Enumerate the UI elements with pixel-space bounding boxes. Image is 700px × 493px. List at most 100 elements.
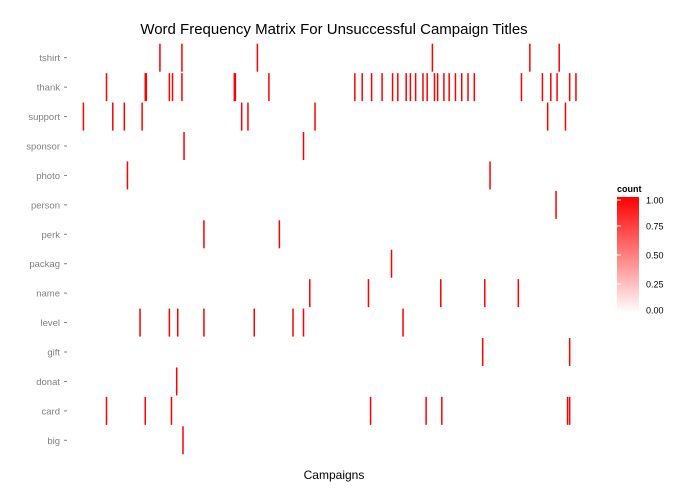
cell-support-157 [240,102,243,131]
cell-support-34 [112,102,114,131]
legend-tick-label: 0.25 [646,280,664,290]
cell-level-88 [168,308,171,337]
cell-thank-314 [405,73,407,102]
cell-level-311 [402,308,404,337]
legend-tick-label: 0.50 [646,251,664,261]
cell-support-466 [564,102,567,131]
cell-support-62 [141,102,143,131]
cell-name-222 [309,279,311,308]
cell-thank-424 [520,73,523,102]
y-tick-label-big: big [47,436,60,447]
y-tick-label-person: person [31,200,60,211]
cell-thank-323 [414,73,417,102]
legend-tick-label: 0.75 [646,222,664,232]
cell-sponsor-102 [183,132,185,160]
cell-tshirt-172 [256,43,259,72]
cell-thank-452 [550,73,552,102]
cell-donat-95 [175,367,178,396]
x-axis-label: Campaigns [304,468,365,482]
cell-card-28 [105,396,108,425]
cell-level-206 [292,308,294,337]
cell-tshirt-100 [181,43,183,72]
cell-thank-183 [268,73,270,102]
cell-thank-151 [234,73,237,102]
cell-thank-91 [171,73,174,102]
cell-photo-394 [489,161,491,190]
cell-thank-334 [426,73,428,102]
cell-thank-265 [354,73,356,102]
cell-thank-341 [433,73,436,102]
legend-tick-label: 1.00 [646,196,664,206]
cell-photo-48 [126,161,129,190]
cell-level-60 [139,308,141,337]
cell-thank-476 [575,73,577,102]
cell-thank-272 [361,73,363,102]
cell-thank-458 [556,73,558,102]
y-tick-label-sponsor: sponsor [26,142,60,153]
cell-thank-355 [448,73,450,102]
y-tick-label-card: card [42,406,60,417]
cell-thank-318 [409,73,412,102]
cell-gift-387 [481,338,484,366]
cell-card-280 [369,396,372,425]
cell-thank-28 [105,73,108,102]
cell-thank-361 [454,73,457,102]
y-tick-label-name: name [36,289,60,300]
cell-card-348 [441,396,443,425]
cell-big-101 [182,426,184,455]
cell-tshirt-432 [529,43,531,72]
cell-thank-66 [145,73,148,102]
cell-packag-300 [390,249,393,278]
cell-level-216 [302,308,305,337]
cell-thank-100 [181,73,183,102]
y-tick-label-photo: photo [36,171,60,182]
cell-thank-330 [422,73,424,102]
cell-support-227 [314,102,316,131]
cell-level-169 [253,308,255,337]
y-tick-label-support: support [28,112,60,123]
cell-name-389 [484,279,486,308]
y-tick-label-donat: donat [36,377,60,388]
cell-gift-470 [568,338,571,366]
cell-thank-88 [168,73,171,102]
cell-name-421 [517,279,520,308]
legend-colorbar [617,197,639,313]
y-axis: tshirt thank support sponsor photo person perk… [26,53,67,447]
legend: count 1.00 0.75 0.50 0.25 0.00 [617,184,664,316]
cell-support-449 [546,102,549,131]
cell-thank-301 [391,73,394,102]
cell-thank-350 [443,73,445,102]
cell-level-96 [177,308,179,337]
cell-support-6 [82,102,85,131]
y-tick-label-tshirt: tshirt [39,53,60,64]
cell-thank-65 [144,73,147,102]
y-tick-label-thank: thank [37,83,60,94]
cell-thank-281 [370,73,373,102]
cell-thank-150 [233,73,236,102]
cell-tshirt-460 [558,43,560,72]
legend-title: count [617,184,642,194]
y-tick-label-level: level [40,318,60,329]
cell-tshirt-339 [431,43,434,72]
cell-thank-379 [473,73,476,102]
cell-level-121 [203,308,205,337]
cell-thank-367 [460,73,463,102]
legend-tick-label: 0.00 [646,306,664,316]
cell-card-468 [566,396,569,425]
cell-thank-373 [467,73,469,102]
cell-perk-193 [278,220,281,249]
heatmap-cells [82,43,577,455]
cell-card-90 [170,396,173,425]
y-tick-label-packag: packag [29,259,60,270]
chart-title: Word Frequency Matrix For Unsuccessful C… [140,21,527,38]
cell-thank-306 [397,73,399,102]
cell-perk-121 [203,220,205,249]
cell-card-333 [425,396,427,425]
cell-thank-344 [436,73,439,102]
cell-tshirt-79 [159,43,161,72]
cell-support-45 [123,102,126,131]
cell-card-65 [144,396,147,425]
cell-support-163 [247,102,249,131]
cell-name-278 [367,279,370,308]
